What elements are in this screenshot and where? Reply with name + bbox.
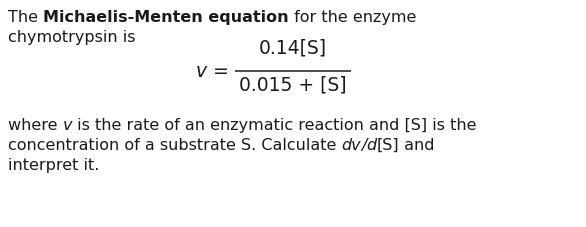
Text: for the enzyme: for the enzyme [289, 10, 416, 25]
Text: d: d [366, 137, 377, 152]
Text: dv: dv [342, 137, 361, 152]
Text: concentration of a substrate S. Calculate: concentration of a substrate S. Calculat… [8, 137, 342, 152]
Text: and: and [399, 137, 435, 152]
Text: /: / [361, 137, 366, 152]
Text: is the rate of an enzymatic reaction and [S] is the: is the rate of an enzymatic reaction and… [72, 118, 476, 132]
Text: where: where [8, 118, 63, 132]
Text: interpret it.: interpret it. [8, 157, 100, 172]
Text: v =: v = [196, 62, 229, 81]
Text: The: The [8, 10, 43, 25]
Text: 0.015 + [S]: 0.015 + [S] [239, 76, 347, 95]
Text: 0.14[S]: 0.14[S] [259, 39, 327, 58]
Text: Michaelis-Menten equation: Michaelis-Menten equation [43, 10, 289, 25]
Text: [S]: [S] [377, 137, 399, 152]
Text: chymotrypsin is: chymotrypsin is [8, 30, 135, 45]
Text: v: v [63, 118, 72, 132]
